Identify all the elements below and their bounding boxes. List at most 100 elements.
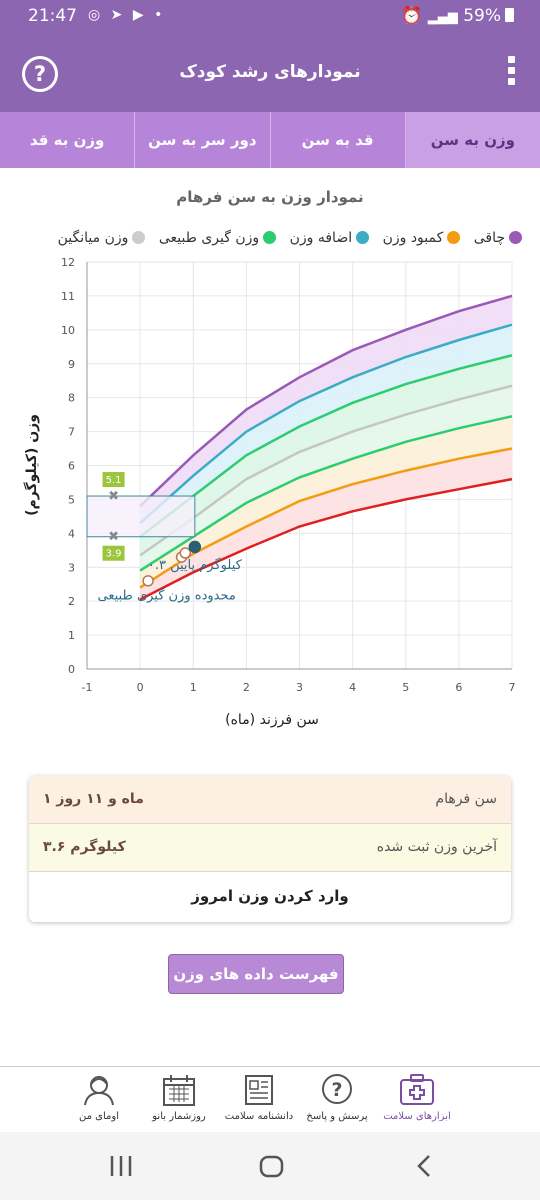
home-icon[interactable]: [259, 1155, 284, 1178]
y-tick-label: 7: [68, 426, 75, 439]
measurement-point[interactable]: [142, 575, 154, 587]
chart-band: [140, 324, 512, 537]
x-tick-label: 7: [509, 681, 516, 694]
y-tick-label: 3: [68, 561, 75, 574]
nav-encyclopedia[interactable]: دانشنامه سلامت: [214, 1067, 304, 1133]
tab-weight-for-age[interactable]: وزن به سن: [405, 112, 540, 168]
legend-dot-icon: [132, 231, 146, 244]
signal-icon: ▂▄▆: [427, 10, 458, 25]
x-tick-label: -1: [82, 681, 93, 694]
chart-band: [140, 355, 512, 556]
age-value: ۱ ماه و ۱۱ روز: [43, 791, 144, 807]
back-icon[interactable]: [417, 1155, 430, 1177]
recent-apps-icon[interactable]: [110, 1156, 132, 1176]
nav-health-tools[interactable]: ابزارهای سلامت: [372, 1067, 462, 1133]
y-tick-label: 11: [61, 290, 75, 303]
status-time: 21:47: [28, 6, 77, 26]
x-tick-label: 3: [296, 681, 303, 694]
chart-band: [140, 416, 512, 588]
system-nav-icons: [110, 1155, 430, 1178]
normal-range-box: [86, 495, 196, 538]
measurement-point[interactable]: [188, 540, 202, 554]
y-tick-label: 6: [68, 460, 75, 473]
y-tick-label: 5: [68, 493, 75, 506]
series-line: [139, 447, 513, 589]
y-tick-label: 1: [68, 629, 75, 642]
notification-icons: ◎ ➤ ▶ •: [88, 7, 166, 23]
range-marker-icon: ✖: [108, 530, 119, 545]
legend-item-underweight[interactable]: کمبود وزن: [383, 230, 461, 246]
app-title: نمودارهای رشد کودک: [179, 62, 361, 82]
legend-dot-icon: [509, 231, 522, 244]
measurement-point[interactable]: [179, 547, 192, 559]
newspaper-icon: [245, 1075, 273, 1105]
annotation-deficit: ۰.۳ کیلوگرم پایین: [148, 557, 243, 573]
series-line: [139, 477, 513, 601]
x-axis-title: سن فرزند (ماه): [225, 712, 319, 728]
range-label: 3.9: [106, 549, 122, 560]
tab-head-circumference[interactable]: دور سر به سن: [135, 112, 271, 168]
legend-item-average[interactable]: وزن میانگین: [58, 230, 146, 246]
user-avatar-icon: [84, 1076, 114, 1106]
bottom-nav: ابزارهای سلامت ? پرسش و پاسخ دانشنامه سل…: [0, 1066, 540, 1132]
chart-legend: چاقی کمبود وزن اضافه وزن وزن گیری طبیعی …: [49, 230, 522, 246]
info-card: سن فرهام ۱ ماه و ۱۱ روز آخرین وزن ثبت شد…: [29, 776, 511, 922]
alarm-icon: ⏰: [401, 6, 423, 26]
legend-item-obesity[interactable]: چاقی: [474, 230, 522, 246]
tab-weight-for-height[interactable]: وزن به قد: [0, 112, 136, 168]
annotation-range: محدوده وزن گیری طبیعی: [98, 587, 236, 603]
y-tick-label: 4: [68, 527, 75, 540]
nav-calendar[interactable]: روزشمار بانو: [134, 1067, 224, 1133]
nav-qa[interactable]: ? پرسش و پاسخ: [292, 1067, 382, 1133]
series-line: [139, 384, 513, 557]
help-button[interactable]: ?: [22, 56, 58, 92]
series-line: [139, 323, 513, 525]
chart-band: [140, 448, 512, 600]
range-label-box: [102, 545, 125, 561]
app-bar: ? نمودارهای رشد کودک: [0, 36, 540, 112]
y-tick-label: 8: [68, 392, 75, 405]
legend-dot-icon: [356, 231, 370, 244]
x-tick-label: 2: [243, 681, 250, 694]
legend-dot-icon: [263, 231, 277, 244]
chart-band: [140, 385, 512, 571]
svg-text:?: ?: [331, 1079, 342, 1101]
y-tick-label: 12: [61, 256, 75, 269]
weight-value: ۳.۶ کیلوگرم: [43, 839, 126, 855]
y-axis-title: وزن (کیلوگرم): [23, 414, 40, 516]
legend-item-overweight[interactable]: اضافه وزن: [290, 230, 370, 246]
enter-weight-button[interactable]: وارد کردن وزن امروز: [191, 887, 349, 905]
chart-tabs: وزن به قد دور سر به سن قد به سن وزن به س…: [0, 112, 540, 168]
nav-profile[interactable]: اومای من: [54, 1067, 144, 1133]
range-label: 5.1: [106, 475, 122, 486]
more-menu-icon[interactable]: [506, 56, 516, 92]
y-tick-label: 2: [68, 595, 75, 608]
weight-row: آخرین وزن ثبت شده ۳.۶ کیلوگرم: [29, 824, 511, 872]
status-bar: 21:47 ◎ ➤ ▶ • ⏰ ▂▄▆ 59%: [0, 0, 540, 36]
x-tick-label: 0: [137, 681, 144, 694]
tab-height-for-age[interactable]: قد به سن: [271, 112, 406, 168]
battery-percent: 59%: [463, 6, 501, 26]
x-tick-label: 6: [455, 681, 462, 694]
y-tick-label: 10: [61, 324, 75, 337]
y-tick-label: 9: [68, 358, 75, 371]
status-right: ⏰ ▂▄▆ 59%: [401, 6, 514, 26]
series-line: [139, 415, 513, 572]
battery-icon: [505, 8, 514, 22]
medical-kit-icon: [400, 1074, 434, 1105]
age-label: سن فرهام: [435, 791, 497, 807]
series-line: [139, 354, 513, 538]
y-tick-label: 0: [68, 663, 75, 676]
weight-list-button[interactable]: فهرست داده های وزن فرهام: [168, 954, 344, 1021]
x-tick-label: 5: [402, 681, 409, 694]
calendar-icon: [163, 1075, 195, 1106]
system-nav-bar: [0, 1132, 540, 1200]
legend-dot-icon: [447, 231, 461, 244]
weight-label: آخرین وزن ثبت شده: [376, 839, 497, 855]
legend-item-normal[interactable]: وزن گیری طبیعی: [159, 230, 277, 246]
age-row: سن فرهام ۱ ماه و ۱۱ روز: [29, 776, 511, 824]
x-tick-label: 1: [190, 681, 197, 694]
x-tick-label: 4: [349, 681, 356, 694]
chart-title: نمودار وزن به سن فرهام: [176, 188, 364, 206]
